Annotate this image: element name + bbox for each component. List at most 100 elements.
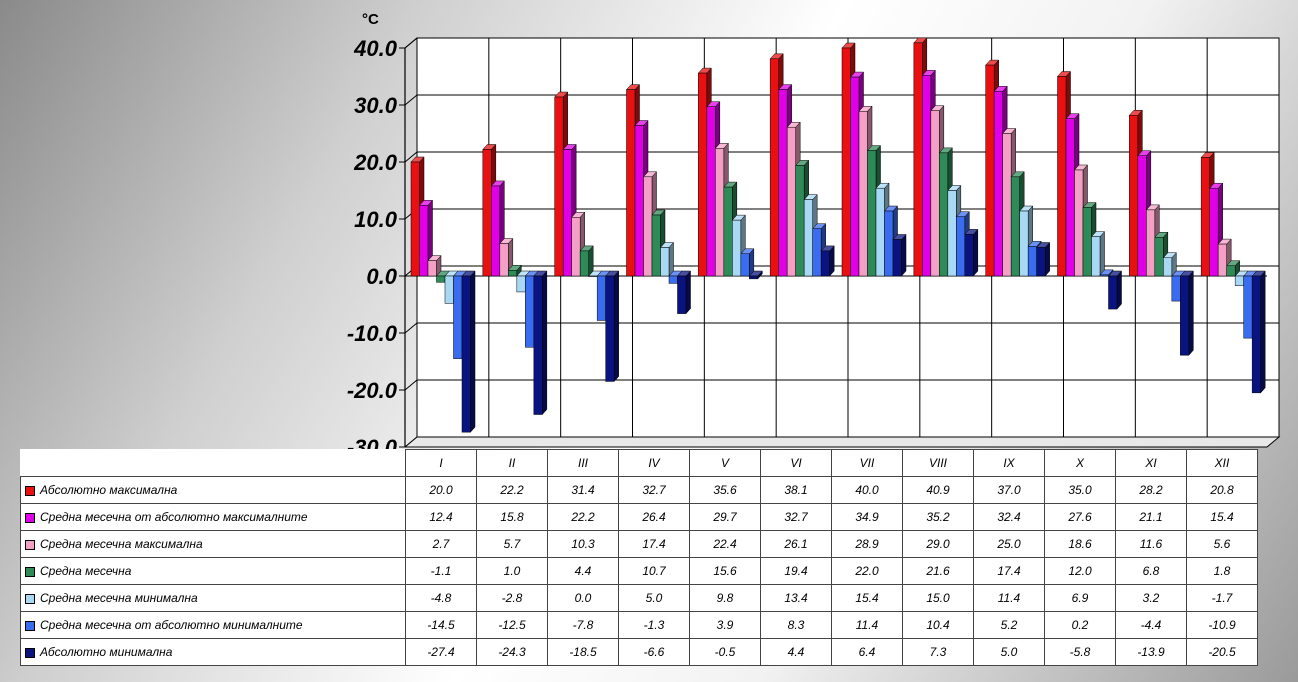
data-label: -7.8 [547,611,619,639]
category-label: II [476,449,548,477]
legend-swatch [25,485,35,496]
data-label: 5.0 [618,584,690,612]
data-label: 21.1 [1115,503,1187,531]
series-name: Средна месечна минимална [40,591,198,605]
data-label: 34.9 [831,503,903,531]
data-label: 22.0 [831,557,903,585]
data-label: 27.6 [1044,503,1116,531]
data-label: 17.4 [618,530,690,558]
data-label: 20.0 [405,476,477,504]
data-label: 15.0 [902,584,974,612]
data-label: 0.0 [547,584,619,612]
bar [1036,241,1051,277]
legend-entry: Абсолютно минимална [20,638,406,666]
y-tick-label: 0.0 [366,264,397,289]
bar [676,270,692,315]
data-label: 32.7 [760,503,832,531]
series-name: Средна месечна от абсолютно максималните [40,510,308,524]
data-label: 35.6 [689,476,761,504]
data-label: -20.5 [1186,638,1258,666]
plot-floor [403,436,1281,448]
y-tick-label: 40.0 [353,36,398,61]
table-row: Средна месечна -1.1 1.0 4.4 10.7 15.6 19.4 22.0… [20,557,1258,585]
gridline-side [404,94,418,106]
category-label: VI [760,449,832,477]
table-row: Средна месечна максимална 2.7 5.7 10.3 17.4 2… [20,530,1258,558]
legend-swatch [25,620,35,631]
data-label: 12.0 [1044,557,1116,585]
y-tick-label: 20.0 [353,150,398,175]
data-label: 26.4 [618,503,690,531]
data-label: 17.4 [973,557,1045,585]
bar [1162,252,1177,277]
bar [533,270,548,416]
data-label: -12.5 [476,611,548,639]
legend-entry: Средна месечна от абсолютно максималните [20,503,406,531]
table-row: Абсолютно максимална 20.0 22.2 31.4 32.7 35.6… [20,476,1258,504]
bar [820,245,835,277]
legend-swatch [25,539,35,550]
data-label: 19.4 [760,557,832,585]
y-tick-label: -10.0 [347,321,398,346]
legend-entry: Средна месечна [20,557,406,585]
table-header-row: I II III IV V VI VII VIII IX X XI XII [21,449,1258,477]
category-label: V [689,449,761,477]
data-label: 5.6 [1186,530,1258,558]
legend-entry: Средна месечна от абсолютно минималните [20,611,406,639]
data-label: 6.4 [831,638,903,666]
data-label: 22.2 [476,476,548,504]
table-row: Абсолютно минимална -27.4 -24.3 -18.5 -6.6 -0… [20,638,1258,666]
table-row: Средна месечна от абсолютно максималните… [20,503,1258,531]
data-label: -4.8 [405,584,477,612]
data-label: 15.4 [831,584,903,612]
legend-swatch [25,593,35,604]
data-label: -13.9 [1115,638,1187,666]
category-label: XII [1186,449,1258,477]
y-axis-unit: °C [362,11,379,28]
bar [461,270,476,433]
chart-plot-area: 40.0 30.0 20.0 10.0 0.0 -10.0 -20.0 -30.0 °C [347,11,1281,450]
data-label: 5.2 [973,611,1045,639]
bar [1179,270,1194,356]
data-label: 35.2 [902,503,974,531]
data-label: 5.7 [476,530,548,558]
data-label: 28.9 [831,530,903,558]
data-label: 38.1 [760,476,832,504]
bar [427,254,442,277]
legend-entry: Средна месечна максимална [20,530,406,558]
legend-entry: Средна месечна минимална [20,584,406,612]
gridline-side [404,151,418,163]
bar [740,248,755,277]
data-label: 21.6 [902,557,974,585]
table-row: Средна месечна от абсолютно минималните -… [20,611,1258,639]
data-label: 20.8 [1186,476,1258,504]
legend-swatch [25,566,35,577]
bar-series [427,105,1232,277]
series-name: Абсолютно минимална [40,645,173,659]
data-label: 15.6 [689,557,761,585]
y-axis-top [404,37,418,49]
data-label: 3.2 [1115,584,1187,612]
table-row: Средна месечна минимална -4.8 -2.8 0.0 5.0 9.… [20,584,1258,612]
data-label: -27.4 [405,638,477,666]
y-tick-label: -20.0 [347,378,398,403]
data-table: I II III IV V VI VII VIII IX X XI XII Абсолютно мак… [20,449,1258,666]
data-label: 0.2 [1044,611,1116,639]
data-label: 29.7 [689,503,761,531]
category-label: VII [831,449,903,477]
series-name: Средна месечна максимална [40,537,203,551]
data-label: 10.7 [618,557,690,585]
data-label: -2.8 [476,584,548,612]
gridline-side [404,322,418,334]
data-label: -1.1 [405,557,477,585]
y-tick-label: 10.0 [354,207,398,232]
data-label: 7.3 [902,638,974,666]
y-tick-label: -30.0 [347,435,398,450]
data-label: 4.4 [760,638,832,666]
data-label: 12.4 [405,503,477,531]
data-label: -14.5 [405,611,477,639]
bar [659,241,675,277]
data-label: 2.7 [405,530,477,558]
data-label: 6.9 [1044,584,1116,612]
bar [964,228,979,277]
